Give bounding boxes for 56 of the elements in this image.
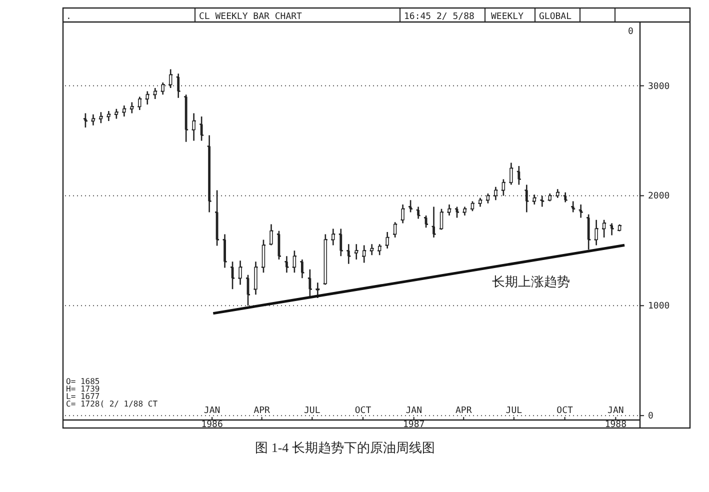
candlestick [92,114,95,126]
x-tick-label: JUL [304,406,320,416]
candlestick [618,224,622,232]
caption: 图 1-4 长期趋势下的原油周线图 [255,440,435,455]
candlestick [470,200,474,212]
candlestick [378,243,382,256]
candlestick [393,221,397,238]
candlestick [494,186,498,201]
x-tick-label: JAN 1987 [403,406,425,430]
text: GLOBAL [539,12,572,22]
candlestick [114,108,118,120]
x-tick-label: JAN 1988 [604,406,627,430]
candlestick [463,206,466,216]
candlestick [440,208,444,230]
candlestick [324,234,328,286]
candlestick [510,162,513,186]
candlestick [262,239,266,274]
candlestick [486,192,490,204]
candlestick [602,219,606,238]
annotation: H= 1739 [66,384,100,394]
annotation: C= 1728( 2/ 1/88 CT [66,400,158,408]
candlestick [548,192,552,202]
x-tick-label: APR [455,406,472,416]
candlestick [448,204,451,216]
y-tick-label: 2000 [648,192,670,202]
candlestick [478,197,482,208]
x-tick-label: JUL [506,406,522,416]
x-tick-label: APR [254,406,271,416]
annotation: 长期上涨趋势 [492,274,570,289]
candlestick [401,204,404,224]
annotation: 0 [628,27,634,37]
candlestick [370,243,374,256]
annotation: L= 1677 [66,392,100,401]
candlestick [332,228,335,246]
y-tick-label: 0 [648,412,654,422]
candlestick [122,104,126,118]
text: WEEKLY [491,12,524,22]
y-tick-label: 1000 [648,302,670,312]
candlestick [192,112,196,142]
y-tick-label: 3000 [648,82,670,92]
candlestick [502,178,506,196]
candlestick [594,219,598,246]
candlestick [254,261,258,296]
candlestick [270,224,273,246]
candlestick [107,110,110,122]
candlestick [238,260,242,286]
text: . [66,12,72,22]
x-tick-label: OCT [354,406,372,416]
annotation: O= 1685 [66,377,100,386]
candlestick [99,112,103,124]
candlestick [386,231,389,250]
x-tick-label: JAN 1986 [201,406,223,430]
x-tick-label: OCT [556,406,574,416]
candlestick [292,250,296,274]
chart-title: CL WEEKLY BAR CHART [199,12,303,22]
text: 16:45 2/ 5/88 [404,12,474,22]
